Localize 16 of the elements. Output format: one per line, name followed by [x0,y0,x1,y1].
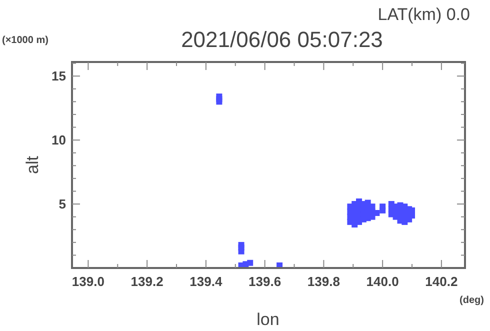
x-tick-label: 139.4 [190,274,223,289]
text: LAT(km) 0.0 [378,5,470,24]
x-tick-label: 140.0 [366,274,399,289]
x-tick-label: 139.8 [307,274,340,289]
x-tick-label: 139.6 [248,274,282,289]
x-axis-title: lon [256,310,280,329]
y-tick-label: 15 [52,68,66,84]
chart-title: 2021/06/06 05:07:23 [181,27,383,52]
x-tick-label: 139.0 [72,274,104,289]
y-tick-label: 5 [58,196,66,212]
text: (×1000 m) [2,35,48,46]
x-tick-label: 139.2 [130,274,164,289]
y-tick-label: 10 [52,132,66,148]
text: (deg) [460,295,484,306]
y-axis-title: alt [23,156,42,174]
x-tick-label: 140.2 [425,274,458,289]
